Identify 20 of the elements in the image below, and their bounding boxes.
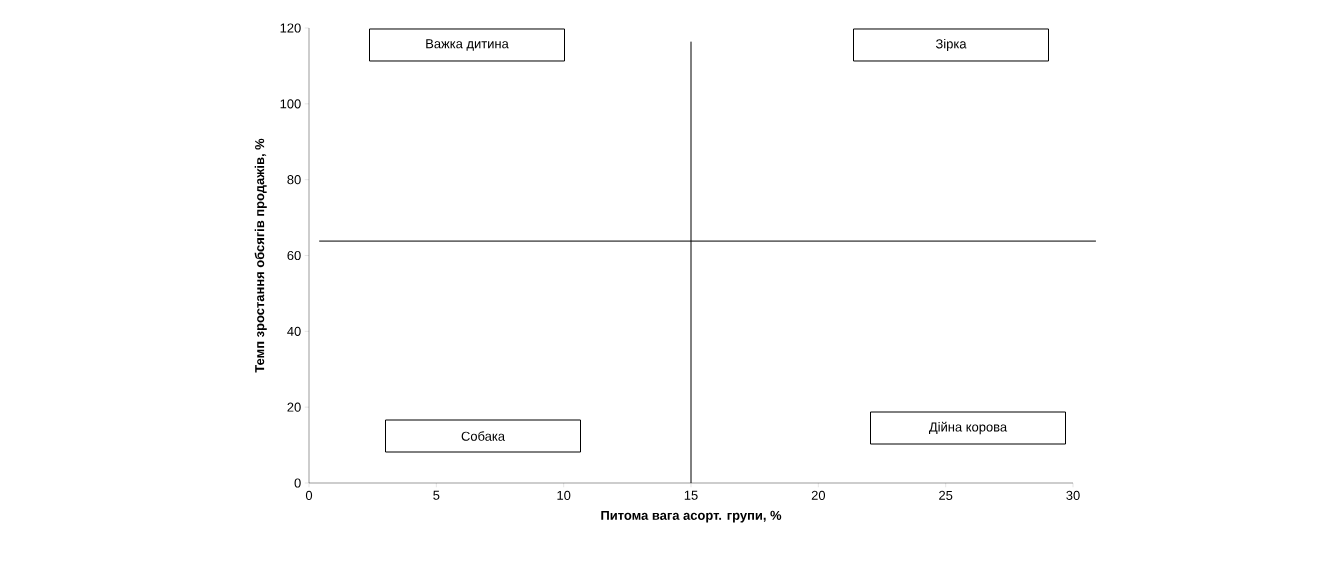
x-tick-label: 30 (1066, 490, 1080, 500)
x-tick-label: 5 (433, 490, 440, 500)
annotation: Дійна корова (929, 421, 1008, 435)
y-tick-label: 100 (280, 99, 301, 109)
y-tick-label: 80 (287, 175, 301, 185)
x-tick-label: 15 (684, 490, 698, 500)
y-tick-label: 120 (280, 23, 301, 33)
y-tick-label: 0 (294, 478, 301, 488)
x-tick-label: 20 (811, 490, 826, 500)
x-tick-label: 10 (557, 490, 571, 500)
y-tick-label: 20 (287, 402, 301, 412)
annotation: Важка дитина (426, 39, 509, 51)
y-axis-title: Темп зростання обсягів продажів, % (254, 138, 267, 373)
y-tick-label: 60 (287, 250, 301, 261)
annotation: Зірка (935, 38, 967, 52)
x-tick-label: 25 (939, 490, 953, 500)
y-tick-label: 40 (287, 326, 301, 336)
annotation: Собака (461, 431, 506, 441)
x-axis-title: Питома вага асорт. групи, % (601, 510, 782, 523)
x-tick-label: 0 (305, 490, 313, 500)
